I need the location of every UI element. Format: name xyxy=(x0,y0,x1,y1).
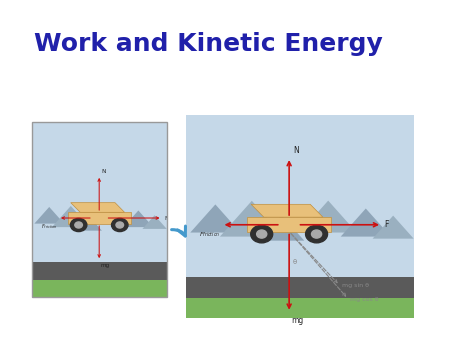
Bar xyxy=(32,266,167,297)
Text: Work and Kinetic Energy: Work and Kinetic Energy xyxy=(34,32,382,56)
Text: mg: mg xyxy=(291,316,303,325)
Bar xyxy=(32,263,167,280)
Text: θ: θ xyxy=(292,259,297,265)
Bar xyxy=(186,115,414,318)
Circle shape xyxy=(70,218,87,232)
Circle shape xyxy=(75,222,82,228)
Text: mg sin θ: mg sin θ xyxy=(342,283,369,288)
Circle shape xyxy=(306,225,328,243)
Polygon shape xyxy=(99,205,133,224)
Text: F: F xyxy=(164,216,167,220)
Circle shape xyxy=(256,230,267,238)
Bar xyxy=(247,217,331,233)
Circle shape xyxy=(251,225,273,243)
Polygon shape xyxy=(341,209,391,237)
Text: $F_{friction}$: $F_{friction}$ xyxy=(199,230,220,239)
Polygon shape xyxy=(142,215,167,229)
Polygon shape xyxy=(220,201,284,237)
Circle shape xyxy=(311,230,322,238)
Bar xyxy=(32,122,167,297)
Polygon shape xyxy=(123,211,153,227)
Text: N: N xyxy=(293,146,299,155)
Text: mg: mg xyxy=(101,263,110,268)
Polygon shape xyxy=(373,216,414,239)
Text: $F_{friction}$: $F_{friction}$ xyxy=(40,222,57,231)
Circle shape xyxy=(116,222,124,228)
Bar xyxy=(186,277,414,298)
Polygon shape xyxy=(190,204,240,233)
Bar xyxy=(68,212,131,224)
Polygon shape xyxy=(251,204,323,217)
Text: mg cos θ: mg cos θ xyxy=(351,297,379,301)
Polygon shape xyxy=(75,216,102,231)
Polygon shape xyxy=(34,207,64,224)
Bar xyxy=(32,122,167,297)
Polygon shape xyxy=(52,206,90,227)
Text: F: F xyxy=(384,220,388,229)
Circle shape xyxy=(112,218,128,232)
Polygon shape xyxy=(300,201,357,233)
Polygon shape xyxy=(71,203,125,212)
Text: N: N xyxy=(102,169,106,174)
Polygon shape xyxy=(259,215,304,241)
Bar xyxy=(186,281,414,318)
